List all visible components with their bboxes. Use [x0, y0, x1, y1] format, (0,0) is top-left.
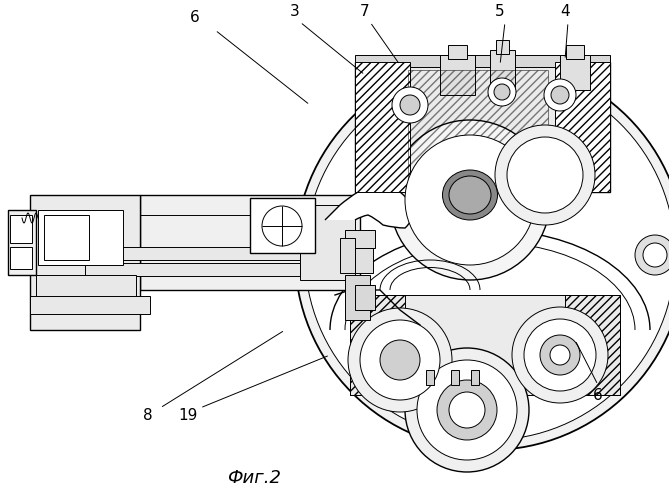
- PathPatch shape: [325, 183, 415, 228]
- Bar: [426, 370, 434, 385]
- Circle shape: [400, 95, 420, 115]
- Bar: [355, 62, 610, 192]
- Bar: [566, 45, 584, 59]
- Bar: [355, 248, 373, 273]
- Bar: [355, 55, 610, 67]
- Bar: [85, 263, 300, 276]
- Circle shape: [405, 348, 529, 472]
- Ellipse shape: [442, 170, 498, 220]
- Circle shape: [643, 243, 667, 267]
- Bar: [471, 370, 479, 385]
- Bar: [345, 275, 370, 320]
- Circle shape: [262, 206, 302, 246]
- Bar: [30, 296, 150, 314]
- Circle shape: [488, 78, 516, 106]
- Bar: [140, 195, 360, 290]
- Bar: [355, 285, 375, 310]
- Circle shape: [295, 60, 669, 450]
- Bar: [496, 40, 509, 54]
- Text: 6: 6: [593, 388, 603, 402]
- Bar: [560, 55, 590, 90]
- Circle shape: [437, 380, 497, 440]
- Bar: [350, 295, 620, 395]
- Bar: [355, 62, 410, 192]
- Bar: [345, 230, 375, 248]
- Bar: [10, 247, 32, 269]
- Circle shape: [540, 335, 580, 375]
- Bar: [408, 70, 548, 185]
- Bar: [555, 62, 610, 192]
- Circle shape: [512, 307, 608, 403]
- Circle shape: [380, 340, 420, 380]
- Bar: [448, 45, 467, 59]
- Bar: [85, 247, 300, 260]
- Bar: [490, 50, 515, 95]
- Bar: [250, 198, 315, 253]
- Bar: [340, 238, 355, 273]
- Bar: [565, 295, 620, 395]
- Text: 4: 4: [560, 4, 570, 20]
- Circle shape: [360, 320, 440, 400]
- Circle shape: [390, 120, 550, 280]
- Circle shape: [449, 392, 485, 428]
- Circle shape: [392, 87, 428, 123]
- Bar: [36, 275, 136, 300]
- Text: 6: 6: [190, 10, 200, 26]
- Circle shape: [348, 308, 452, 412]
- Circle shape: [524, 319, 596, 391]
- Bar: [350, 295, 405, 395]
- Text: 19: 19: [179, 408, 197, 422]
- Circle shape: [417, 360, 517, 460]
- Circle shape: [635, 235, 669, 275]
- Bar: [44, 215, 89, 260]
- Ellipse shape: [449, 176, 491, 214]
- Text: 8: 8: [143, 408, 153, 422]
- Text: 5: 5: [495, 4, 505, 20]
- Text: 3: 3: [290, 4, 300, 20]
- Text: Фиг.2: Фиг.2: [227, 469, 281, 487]
- Bar: [440, 55, 475, 95]
- Circle shape: [507, 137, 583, 213]
- Bar: [38, 210, 123, 265]
- Circle shape: [550, 345, 570, 365]
- Circle shape: [494, 84, 510, 100]
- Circle shape: [544, 79, 576, 111]
- Circle shape: [305, 70, 669, 440]
- Bar: [300, 205, 355, 280]
- Circle shape: [551, 86, 569, 104]
- Bar: [451, 370, 459, 385]
- Text: 7: 7: [360, 4, 370, 20]
- Circle shape: [405, 135, 535, 265]
- Bar: [8, 210, 36, 275]
- Bar: [10, 215, 32, 243]
- Circle shape: [495, 125, 595, 225]
- Bar: [30, 195, 140, 330]
- Circle shape: [472, 427, 508, 463]
